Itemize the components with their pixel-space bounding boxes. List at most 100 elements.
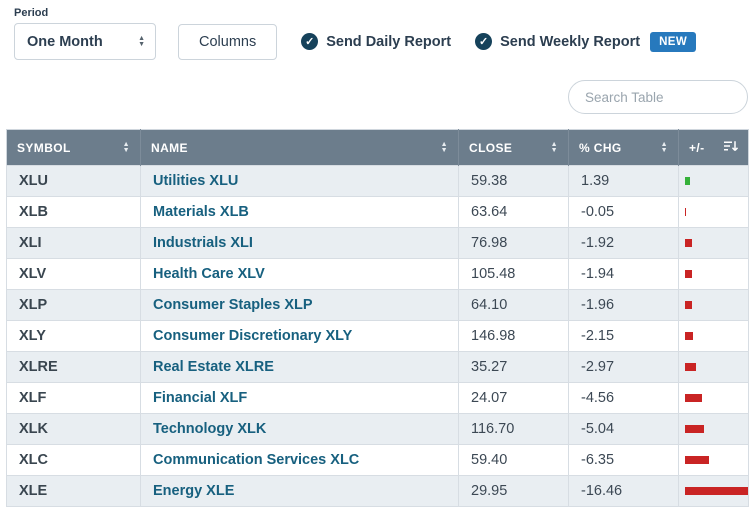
top-controls: Period One Month ▲ ▼ Columns ✓ Send Daily… [0, 0, 754, 60]
close-cell: 64.10 [458, 289, 569, 321]
close-cell: 63.64 [458, 196, 569, 228]
negative-bar [685, 239, 692, 247]
negative-bar [685, 301, 692, 309]
name-cell: Utilities XLU [140, 165, 459, 197]
negative-bar [685, 456, 709, 464]
pct-chg-cell: -16.46 [568, 475, 679, 507]
bar-cell [678, 475, 749, 507]
table-row: XLF Financial XLF 24.07 -4.56 [6, 382, 749, 414]
negative-bar [685, 208, 686, 216]
search-input[interactable] [568, 80, 748, 114]
table-row: XLP Consumer Staples XLP 64.10 -1.96 [6, 289, 749, 321]
name-link[interactable]: Financial XLF [153, 390, 248, 406]
columns-button[interactable]: Columns [178, 23, 278, 60]
name-cell: Technology XLK [140, 413, 459, 445]
name-link[interactable]: Technology XLK [153, 421, 267, 437]
close-cell: 59.40 [458, 444, 569, 476]
daily-report-label: Send Daily Report [326, 33, 452, 50]
sort-icon: ▲ ▼ [660, 141, 668, 154]
pct-chg-cell: -1.92 [568, 227, 679, 259]
column-label: CLOSE [469, 140, 513, 155]
symbol-cell: XLV [6, 258, 141, 290]
table-row: XLC Communication Services XLC 59.40 -6.35 [6, 444, 749, 476]
pct-chg-cell: -1.96 [568, 289, 679, 321]
name-cell: Energy XLE [140, 475, 459, 507]
period-select[interactable]: One Month ▲ ▼ [14, 23, 156, 60]
close-cell: 146.98 [458, 320, 569, 352]
symbol-cell: XLP [6, 289, 141, 321]
negative-bar [685, 487, 748, 495]
pct-chg-cell: -2.15 [568, 320, 679, 352]
sort-amount-icon [723, 140, 739, 156]
symbol-cell: XLY [6, 320, 141, 352]
name-cell: Consumer Discretionary XLY [140, 320, 459, 352]
sort-icon: ▲ ▼ [440, 141, 448, 154]
close-cell: 105.48 [458, 258, 569, 290]
bar-cell [678, 289, 749, 321]
name-link[interactable]: Industrials XLI [153, 235, 253, 251]
check-circle-icon: ✓ [475, 33, 493, 50]
name-cell: Industrials XLI [140, 227, 459, 259]
table-row: XLY Consumer Discretionary XLY 146.98 -2.15 [6, 320, 749, 352]
column-header-name[interactable]: NAME ▲ ▼ [140, 129, 459, 166]
close-cell: 24.07 [458, 382, 569, 414]
bar-cell [678, 165, 749, 197]
name-link[interactable]: Communication Services XLC [153, 452, 360, 468]
symbol-cell: XLB [6, 196, 141, 228]
table-row: XLV Health Care XLV 105.48 -1.94 [6, 258, 749, 290]
column-label: SYMBOL [17, 140, 71, 155]
name-link[interactable]: Materials XLB [153, 204, 249, 220]
name-cell: Health Care XLV [140, 258, 459, 290]
table-row: XLRE Real Estate XLRE 35.27 -2.97 [6, 351, 749, 383]
sort-icon: ▲ ▼ [550, 141, 558, 154]
bar-cell [678, 196, 749, 228]
table-body: XLU Utilities XLU 59.38 1.39 XLB Materials XL… [6, 165, 749, 507]
name-link[interactable]: Real Estate XLRE [153, 359, 274, 375]
search-row [0, 60, 754, 114]
close-cell: 59.38 [458, 165, 569, 197]
symbol-cell: XLC [6, 444, 141, 476]
column-header-bar[interactable]: +/- [678, 129, 749, 166]
sector-table: SYMBOL ▲ ▼ NAME ▲ ▼ CLOSE ▲ ▼ % CHG ▲ ▼ +/- [6, 129, 749, 507]
name-link[interactable]: Consumer Discretionary XLY [153, 328, 353, 344]
select-arrows-icon: ▲ ▼ [138, 35, 145, 48]
name-link[interactable]: Health Care XLV [153, 266, 265, 282]
bar-cell [678, 382, 749, 414]
name-cell: Consumer Staples XLP [140, 289, 459, 321]
table-row: XLU Utilities XLU 59.38 1.39 [6, 165, 749, 197]
pct-chg-cell: -1.94 [568, 258, 679, 290]
table-row: XLB Materials XLB 63.64 -0.05 [6, 196, 749, 228]
name-link[interactable]: Energy XLE [153, 483, 235, 499]
column-header-symbol[interactable]: SYMBOL ▲ ▼ [6, 129, 141, 166]
bar-cell [678, 227, 749, 259]
name-cell: Communication Services XLC [140, 444, 459, 476]
bar-cell [678, 320, 749, 352]
name-cell: Materials XLB [140, 196, 459, 228]
negative-bar [685, 425, 704, 433]
symbol-cell: XLE [6, 475, 141, 507]
negative-bar [685, 332, 693, 340]
controls-row: One Month ▲ ▼ Columns ✓ Send Daily Report… [14, 23, 740, 60]
table-row: XLE Energy XLE 29.95 -16.46 [6, 475, 749, 507]
name-cell: Financial XLF [140, 382, 459, 414]
bar-cell [678, 444, 749, 476]
weekly-report-toggle[interactable]: ✓ Send Weekly Report [475, 33, 640, 50]
column-header-pct-chg[interactable]: % CHG ▲ ▼ [568, 129, 679, 166]
pct-chg-cell: -2.97 [568, 351, 679, 383]
daily-report-toggle[interactable]: ✓ Send Daily Report [301, 33, 451, 50]
name-link[interactable]: Consumer Staples XLP [153, 297, 313, 313]
new-badge: NEW [650, 31, 697, 52]
name-link[interactable]: Utilities XLU [153, 173, 239, 189]
symbol-cell: XLK [6, 413, 141, 445]
column-label: NAME [151, 140, 188, 155]
close-cell: 35.27 [458, 351, 569, 383]
bar-cell [678, 258, 749, 290]
close-cell: 29.95 [458, 475, 569, 507]
column-header-close[interactable]: CLOSE ▲ ▼ [458, 129, 569, 166]
sort-icon: ▲ ▼ [122, 141, 130, 154]
negative-bar [685, 394, 702, 402]
symbol-cell: XLU [6, 165, 141, 197]
negative-bar [685, 270, 692, 278]
bar-cell [678, 413, 749, 445]
table-header: SYMBOL ▲ ▼ NAME ▲ ▼ CLOSE ▲ ▼ % CHG ▲ ▼ +/- [6, 129, 749, 166]
